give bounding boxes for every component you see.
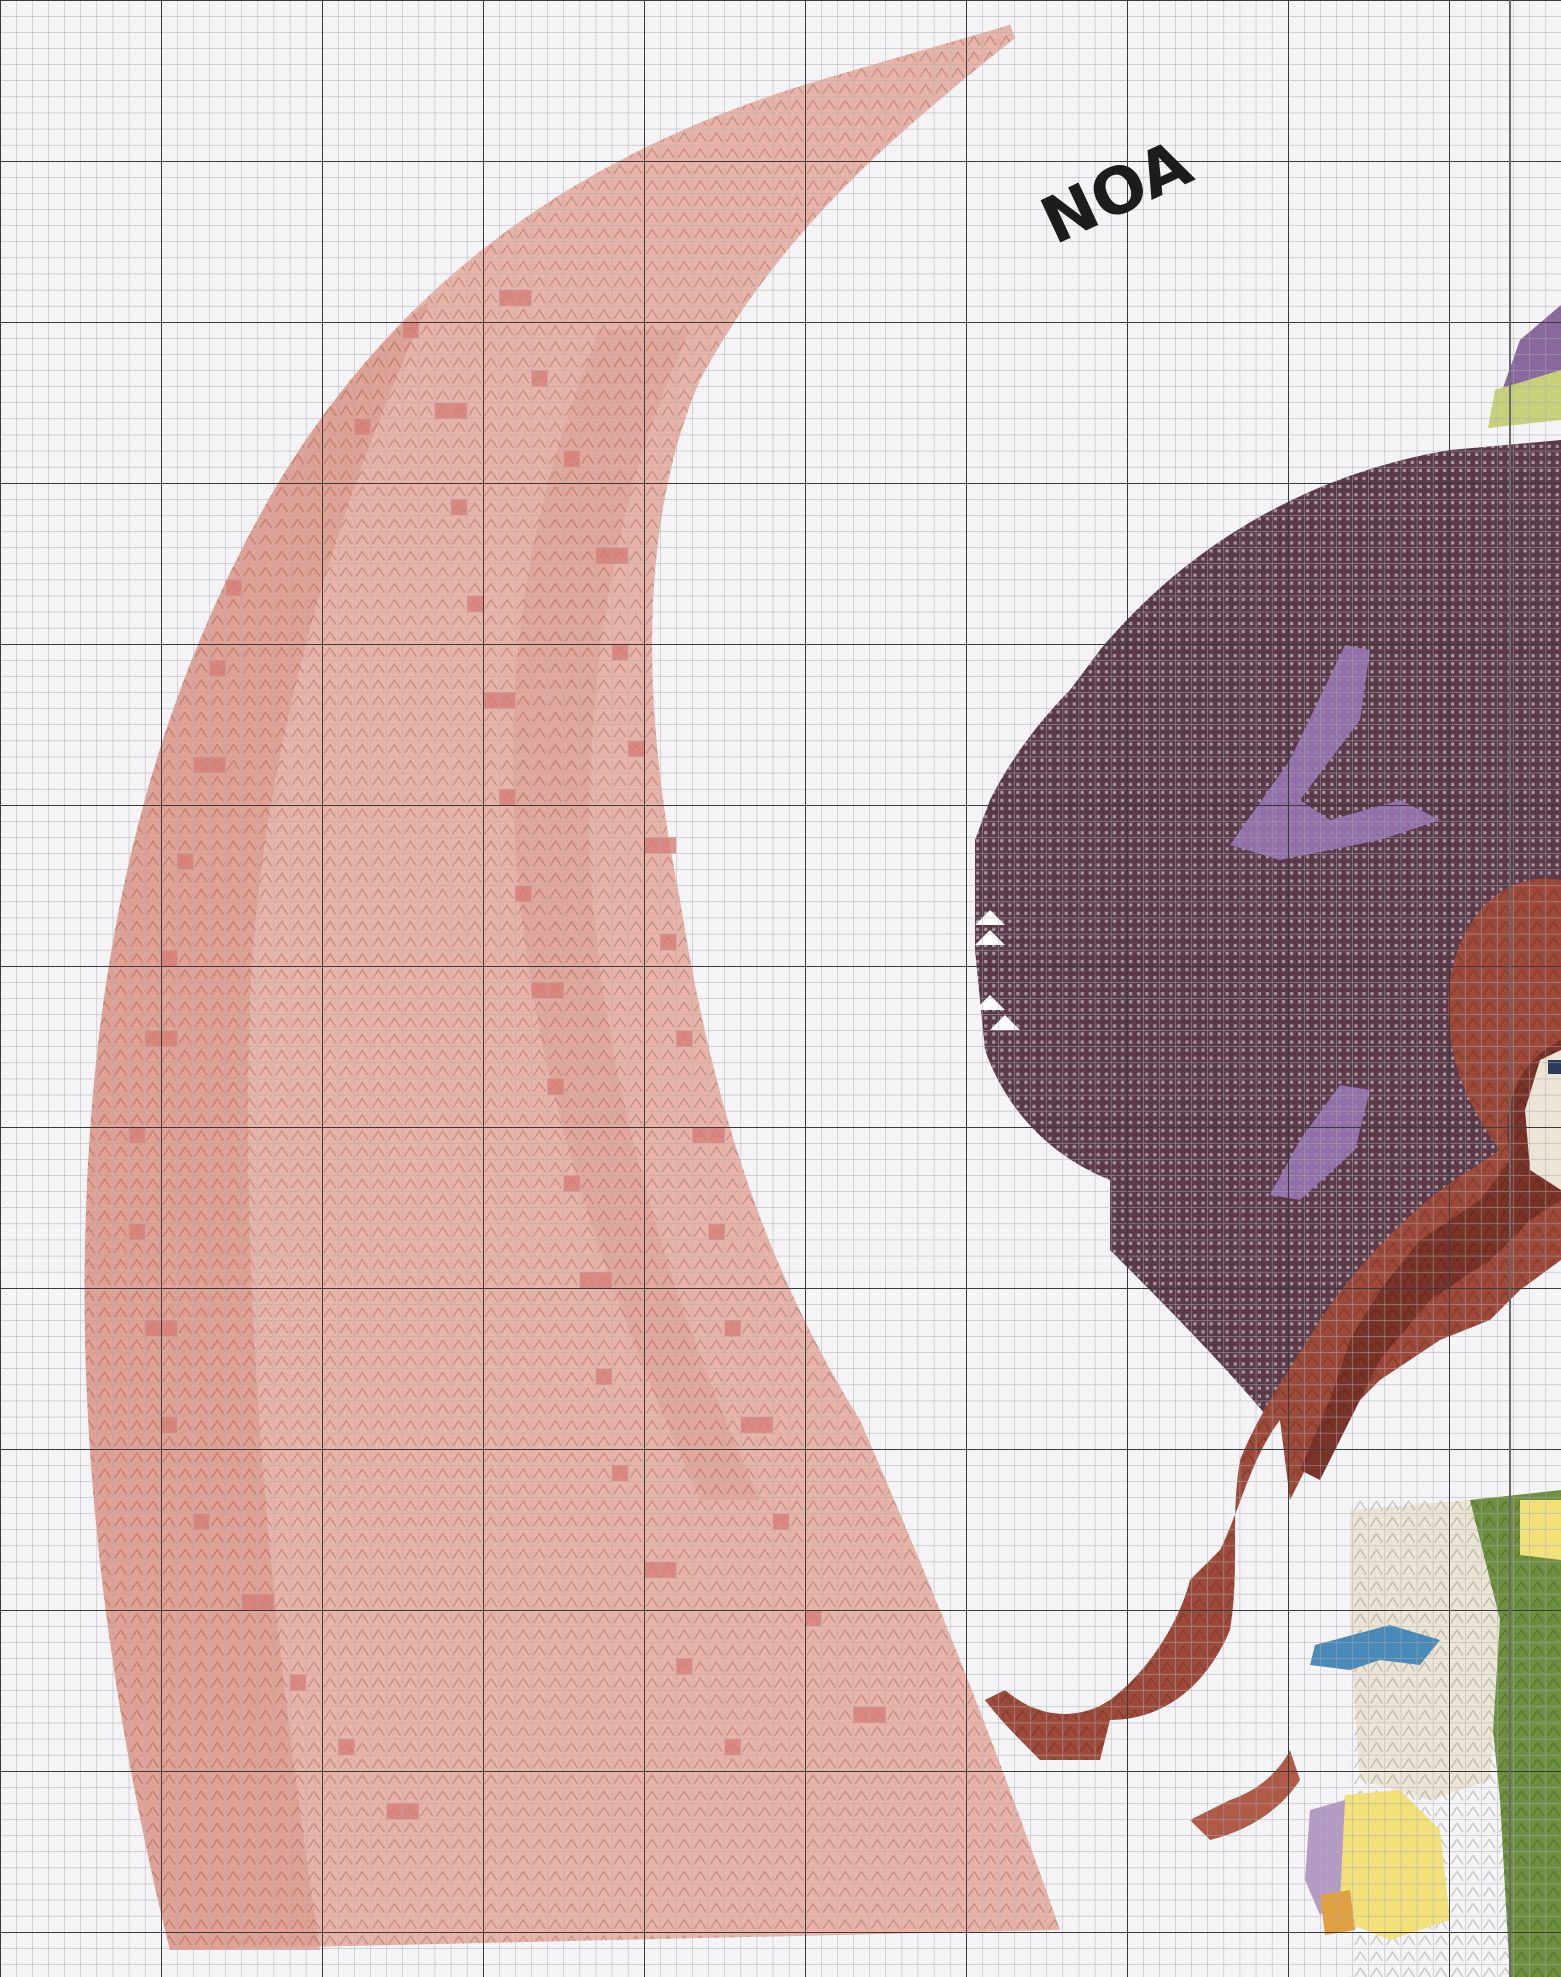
cross-stitch-chart-page: NOA <box>0 0 1561 1977</box>
cross-stitch-chart: NOA <box>0 0 1561 1977</box>
major-grid <box>0 0 1561 1977</box>
